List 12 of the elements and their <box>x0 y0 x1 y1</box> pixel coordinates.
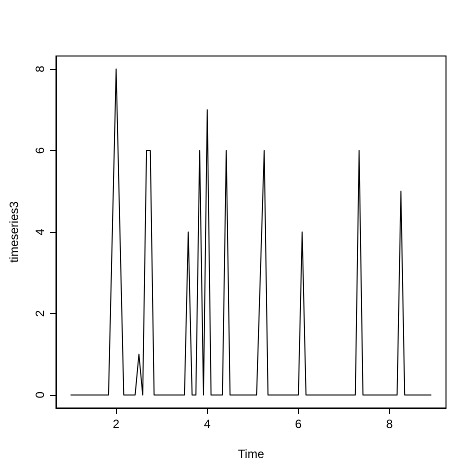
x-tick-label: 2 <box>112 417 120 431</box>
y-tick-label: 0 <box>33 391 47 398</box>
line-series <box>70 68 432 396</box>
y-tick-label: 8 <box>33 65 47 72</box>
x-tick-label: 4 <box>204 417 211 431</box>
y-tick-label: 2 <box>33 310 47 317</box>
y-tick-label: 4 <box>33 228 47 236</box>
x-axis-title: Time <box>238 447 264 461</box>
y-axis-title: timeseries3 <box>7 201 21 263</box>
x-tick-label: 8 <box>386 417 394 431</box>
x-tick-label: 6 <box>295 417 302 431</box>
y-tick-label: 6 <box>33 146 47 154</box>
